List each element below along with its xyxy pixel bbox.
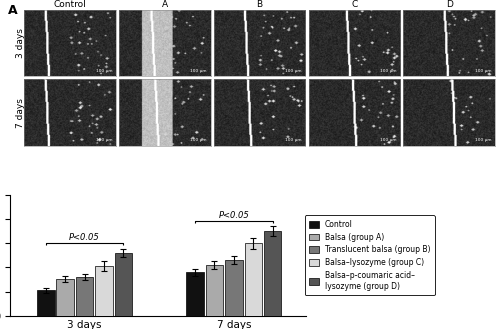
Text: 100 μm: 100 μm: [285, 139, 302, 142]
Title: D: D: [446, 0, 452, 9]
Bar: [206, 265, 223, 316]
Text: 100 μm: 100 μm: [285, 69, 302, 73]
Bar: [244, 243, 262, 316]
Bar: [37, 291, 54, 316]
Bar: [264, 231, 281, 316]
Text: 100 μm: 100 μm: [475, 139, 492, 142]
Text: 100 μm: 100 μm: [380, 139, 396, 142]
Text: P<0.05: P<0.05: [69, 233, 100, 242]
Text: 100 μm: 100 μm: [190, 139, 207, 142]
Text: 100 μm: 100 μm: [96, 69, 112, 73]
Legend: Control, Balsa (group A), Translucent balsa (group B), Balsa–lysozyme (group C),: Control, Balsa (group A), Translucent ba…: [305, 215, 435, 295]
Title: B: B: [256, 0, 262, 9]
Bar: [56, 279, 74, 316]
Title: C: C: [351, 0, 358, 9]
Text: 3 days: 3 days: [16, 28, 25, 58]
Title: Control: Control: [54, 0, 86, 9]
Text: P<0.05: P<0.05: [218, 211, 249, 220]
Text: 100 μm: 100 μm: [96, 139, 112, 142]
Text: 100 μm: 100 μm: [190, 69, 207, 73]
Text: 100 μm: 100 μm: [475, 69, 492, 73]
Text: 7 days: 7 days: [16, 98, 25, 128]
Bar: [225, 260, 242, 316]
Text: 100 μm: 100 μm: [380, 69, 396, 73]
Bar: [76, 277, 94, 316]
Text: A: A: [8, 4, 17, 17]
Title: A: A: [162, 0, 168, 9]
Bar: [114, 253, 132, 316]
Bar: [186, 272, 204, 316]
Bar: [96, 266, 113, 316]
